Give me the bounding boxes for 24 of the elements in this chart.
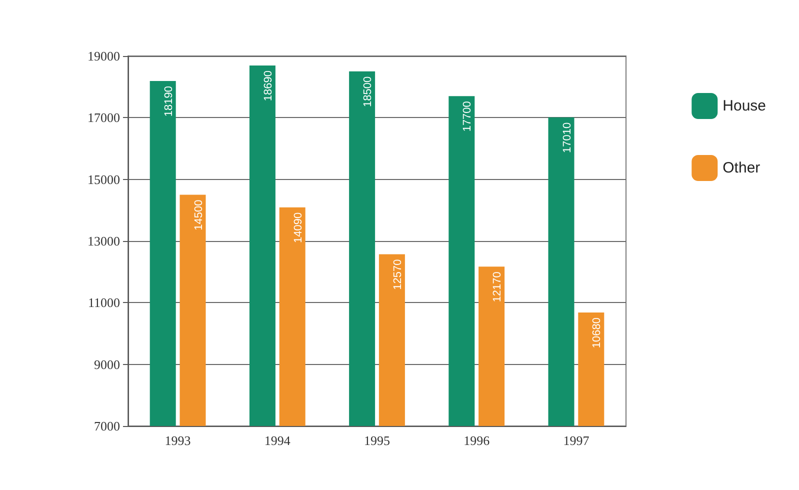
y-tick-label: 15000	[88, 172, 120, 187]
x-tick-label: 1995	[364, 433, 390, 448]
legend-label: House	[722, 98, 766, 114]
y-tick-label: 11000	[88, 295, 120, 310]
data-label: 14500	[192, 200, 205, 230]
data-label: 12170	[492, 272, 504, 302]
y-tick-label: 13000	[88, 234, 120, 248]
data-label: 18500	[362, 76, 374, 108]
data-label: 12570	[392, 259, 404, 290]
legend-label: Other	[722, 160, 760, 176]
x-tick-label: 1996	[464, 433, 490, 448]
x-tick-label: 1994	[264, 433, 291, 448]
data-label: 14090	[292, 212, 304, 243]
data-label: 10680	[591, 318, 604, 348]
data-label: 17010	[561, 122, 574, 153]
x-tick-label: 1997	[563, 433, 590, 448]
y-tick-label: 17000	[88, 110, 120, 126]
data-label: 18690	[262, 70, 274, 102]
data-label: 18190	[162, 86, 175, 117]
x-tick-label: 1993	[164, 433, 191, 448]
y-tick-label: 19000	[88, 48, 120, 64]
data-label: 17700	[462, 101, 474, 132]
y-tick-label: 9000	[94, 356, 120, 372]
y-tick-label: 7000	[94, 418, 120, 434]
